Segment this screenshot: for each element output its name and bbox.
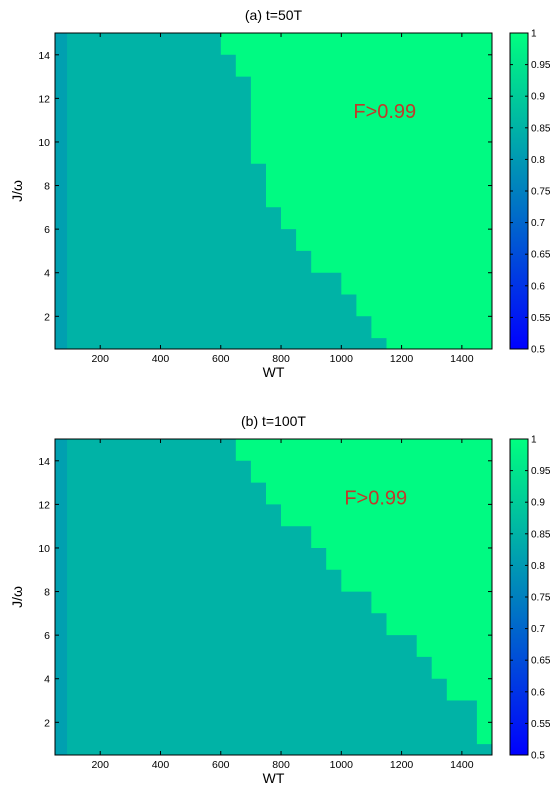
colorbar-tick-label: 0.95 xyxy=(531,60,551,71)
colorbar-tick-label: 0.6 xyxy=(531,687,545,698)
x-tick-label: 1000 xyxy=(330,759,354,771)
colorbar-tick-label: 0.55 xyxy=(531,313,551,324)
x-tick-label: 600 xyxy=(212,353,230,365)
colorbar-tick-label: 1 xyxy=(531,435,537,446)
colorbar-tick-label: 0.85 xyxy=(531,529,551,540)
colorbar-tick-label: 0.8 xyxy=(531,561,545,572)
x-tick-label: 1400 xyxy=(450,759,474,771)
y-tick-label: 14 xyxy=(38,456,50,468)
x-tick-label: 1200 xyxy=(390,353,414,365)
x-tick-label: 800 xyxy=(272,353,290,365)
axes-frame xyxy=(54,438,493,756)
left-edge-strip xyxy=(55,33,68,349)
colorbar-tick-label: 0.95 xyxy=(531,466,551,477)
colorbar-tick-label: 0.5 xyxy=(531,751,545,762)
colorbar-tick-label: 1 xyxy=(531,29,537,40)
x-tick-label: 200 xyxy=(91,759,109,771)
left-edge-strip xyxy=(55,439,68,755)
x-tick-label: 600 xyxy=(212,759,230,771)
x-tick-label: 1200 xyxy=(390,759,414,771)
colorbar-tick-label: 0.7 xyxy=(531,624,545,635)
axes-frame xyxy=(54,32,493,350)
fidelity-annotation: F>0.99 xyxy=(353,101,416,123)
x-axis-label: WT xyxy=(263,770,285,786)
colorbar-tick-label: 0.6 xyxy=(531,281,545,292)
colorbar-tick-label: 0.85 xyxy=(531,123,551,134)
x-tick-label: 400 xyxy=(152,759,170,771)
fidelity-annotation: F>0.99 xyxy=(344,487,407,509)
y-tick-label: 10 xyxy=(38,137,50,149)
chart-panel-a: 200 400 600 800 1000 1200 1400 2 4 6 8 10 12 14 (a) t=… xyxy=(9,7,551,380)
high-fidelity-region xyxy=(235,439,493,755)
y-tick-label: 10 xyxy=(38,543,50,555)
colorbar-tick-label: 0.9 xyxy=(531,498,545,509)
y-tick-label: 8 xyxy=(44,181,50,193)
x-axis-label: WT xyxy=(263,364,285,380)
y-axis-label: J/ω xyxy=(9,586,25,608)
high-fidelity-region xyxy=(220,33,493,349)
y-tick-label: 4 xyxy=(44,674,50,686)
y-tick-label: 2 xyxy=(44,311,50,323)
y-axis-label: J/ω xyxy=(9,180,25,202)
y-tick-label: 8 xyxy=(44,587,50,599)
x-tick-label: 200 xyxy=(91,353,109,365)
x-tick-label: 400 xyxy=(152,353,170,365)
colorbar-tick-label: 0.5 xyxy=(531,345,545,356)
colorbar-tick-label: 0.65 xyxy=(531,656,551,667)
y-tick-label: 14 xyxy=(38,50,50,62)
colorbar-tick-label: 0.55 xyxy=(531,719,551,730)
colorbar-tick-label: 0.8 xyxy=(531,155,545,166)
y-tick-label: 6 xyxy=(44,224,50,236)
colorbar-tick-label: 0.9 xyxy=(531,92,545,103)
y-tick-label: 12 xyxy=(38,499,50,511)
y-tick-label: 4 xyxy=(44,268,50,280)
chart-title: (a) t=50T xyxy=(245,7,303,23)
colorbar-tick-label: 0.7 xyxy=(531,218,545,229)
chart-title: (b) t=100T xyxy=(241,413,306,429)
chart-panel-b: 200 400 600 800 1000 1200 1400 2 4 6 8 10 12 14 (b) t=… xyxy=(9,413,551,786)
x-tick-label: 1400 xyxy=(450,353,474,365)
colorbar-tick-label: 0.65 xyxy=(531,250,551,261)
x-tick-label: 800 xyxy=(272,759,290,771)
x-tick-label: 1000 xyxy=(330,353,354,365)
y-tick-label: 6 xyxy=(44,630,50,642)
colorbar-tick-label: 0.75 xyxy=(531,593,551,604)
y-tick-label: 12 xyxy=(38,93,50,105)
y-tick-label: 2 xyxy=(44,717,50,729)
colorbar-tick-label: 0.75 xyxy=(531,187,551,198)
